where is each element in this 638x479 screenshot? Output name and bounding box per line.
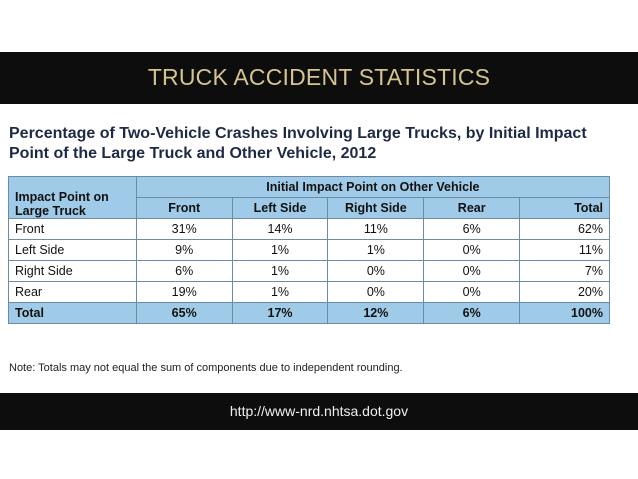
table-cell: 11% [519, 239, 610, 261]
row-label: Rear [8, 281, 137, 303]
table-cell: 20% [519, 281, 610, 303]
column-header: Front [135, 197, 233, 219]
table-cell: 0% [423, 260, 521, 282]
table-cell: 11% [327, 218, 425, 240]
page-title: TRUCK ACCIDENT STATISTICS [147, 64, 491, 90]
total-cell: 100% [519, 302, 610, 324]
column-header: Right Side [327, 197, 425, 219]
table-cell: 14% [231, 218, 329, 240]
crash-statistics-table: Impact Point on Large Truck Initial Impa… [8, 176, 611, 324]
total-cell: 12% [327, 302, 425, 324]
table-cell: 0% [423, 281, 521, 303]
table-cell: 0% [423, 239, 521, 261]
total-cell: 17% [231, 302, 329, 324]
table-cell: 6% [423, 218, 521, 240]
table-title: Percentage of Two-Vehicle Crashes Involv… [9, 124, 619, 164]
column-header: Left Side [231, 197, 329, 219]
row-header-line-2: Large Truck [15, 204, 86, 218]
header-band: TRUCK ACCIDENT STATISTICS [0, 52, 638, 104]
table-cell: 0% [327, 260, 425, 282]
total-cell: 6% [423, 302, 521, 324]
row-label: Front [8, 218, 137, 240]
total-row-label: Total [8, 302, 137, 324]
row-header-label: Impact Point on Large Truck [8, 176, 137, 219]
table-cell: 1% [327, 239, 425, 261]
table-cell: 62% [519, 218, 610, 240]
table-cell: 1% [231, 239, 329, 261]
table-cell: 1% [231, 281, 329, 303]
table-cell: 7% [519, 260, 610, 282]
table-cell: 19% [135, 281, 233, 303]
row-label: Left Side [8, 239, 137, 261]
footer-band: http://www-nrd.nhtsa.dot.gov [0, 393, 638, 430]
table-footnote: Note: Totals may not equal the sum of co… [9, 362, 403, 374]
table-cell: 1% [231, 260, 329, 282]
column-header: Total [519, 197, 610, 219]
table-title-line-1: Percentage of Two-Vehicle Crashes Involv… [9, 125, 587, 142]
table-cell: 31% [135, 218, 233, 240]
table-cell: 6% [135, 260, 233, 282]
column-header: Rear [423, 197, 521, 219]
table-row: Left Side 9% 1% 1% 0% 11% [8, 239, 610, 261]
table-cell: 0% [327, 281, 425, 303]
source-url: http://www-nrd.nhtsa.dot.gov [229, 403, 409, 419]
table-row: Right Side 6% 1% 0% 0% 7% [8, 260, 610, 282]
group-header: Initial Impact Point on Other Vehicle [135, 176, 611, 198]
table-title-line-2: Point of the Large Truck and Other Vehic… [9, 145, 377, 162]
table-cell: 9% [135, 239, 233, 261]
row-header-line-1: Impact Point on [15, 190, 109, 204]
total-row: Total 65% 17% 12% 6% 100% [8, 302, 610, 324]
table-row: Front 31% 14% 11% 6% 62% [8, 218, 610, 240]
total-cell: 65% [135, 302, 233, 324]
row-label: Right Side [8, 260, 137, 282]
table-row: Rear 19% 1% 0% 0% 20% [8, 281, 610, 303]
